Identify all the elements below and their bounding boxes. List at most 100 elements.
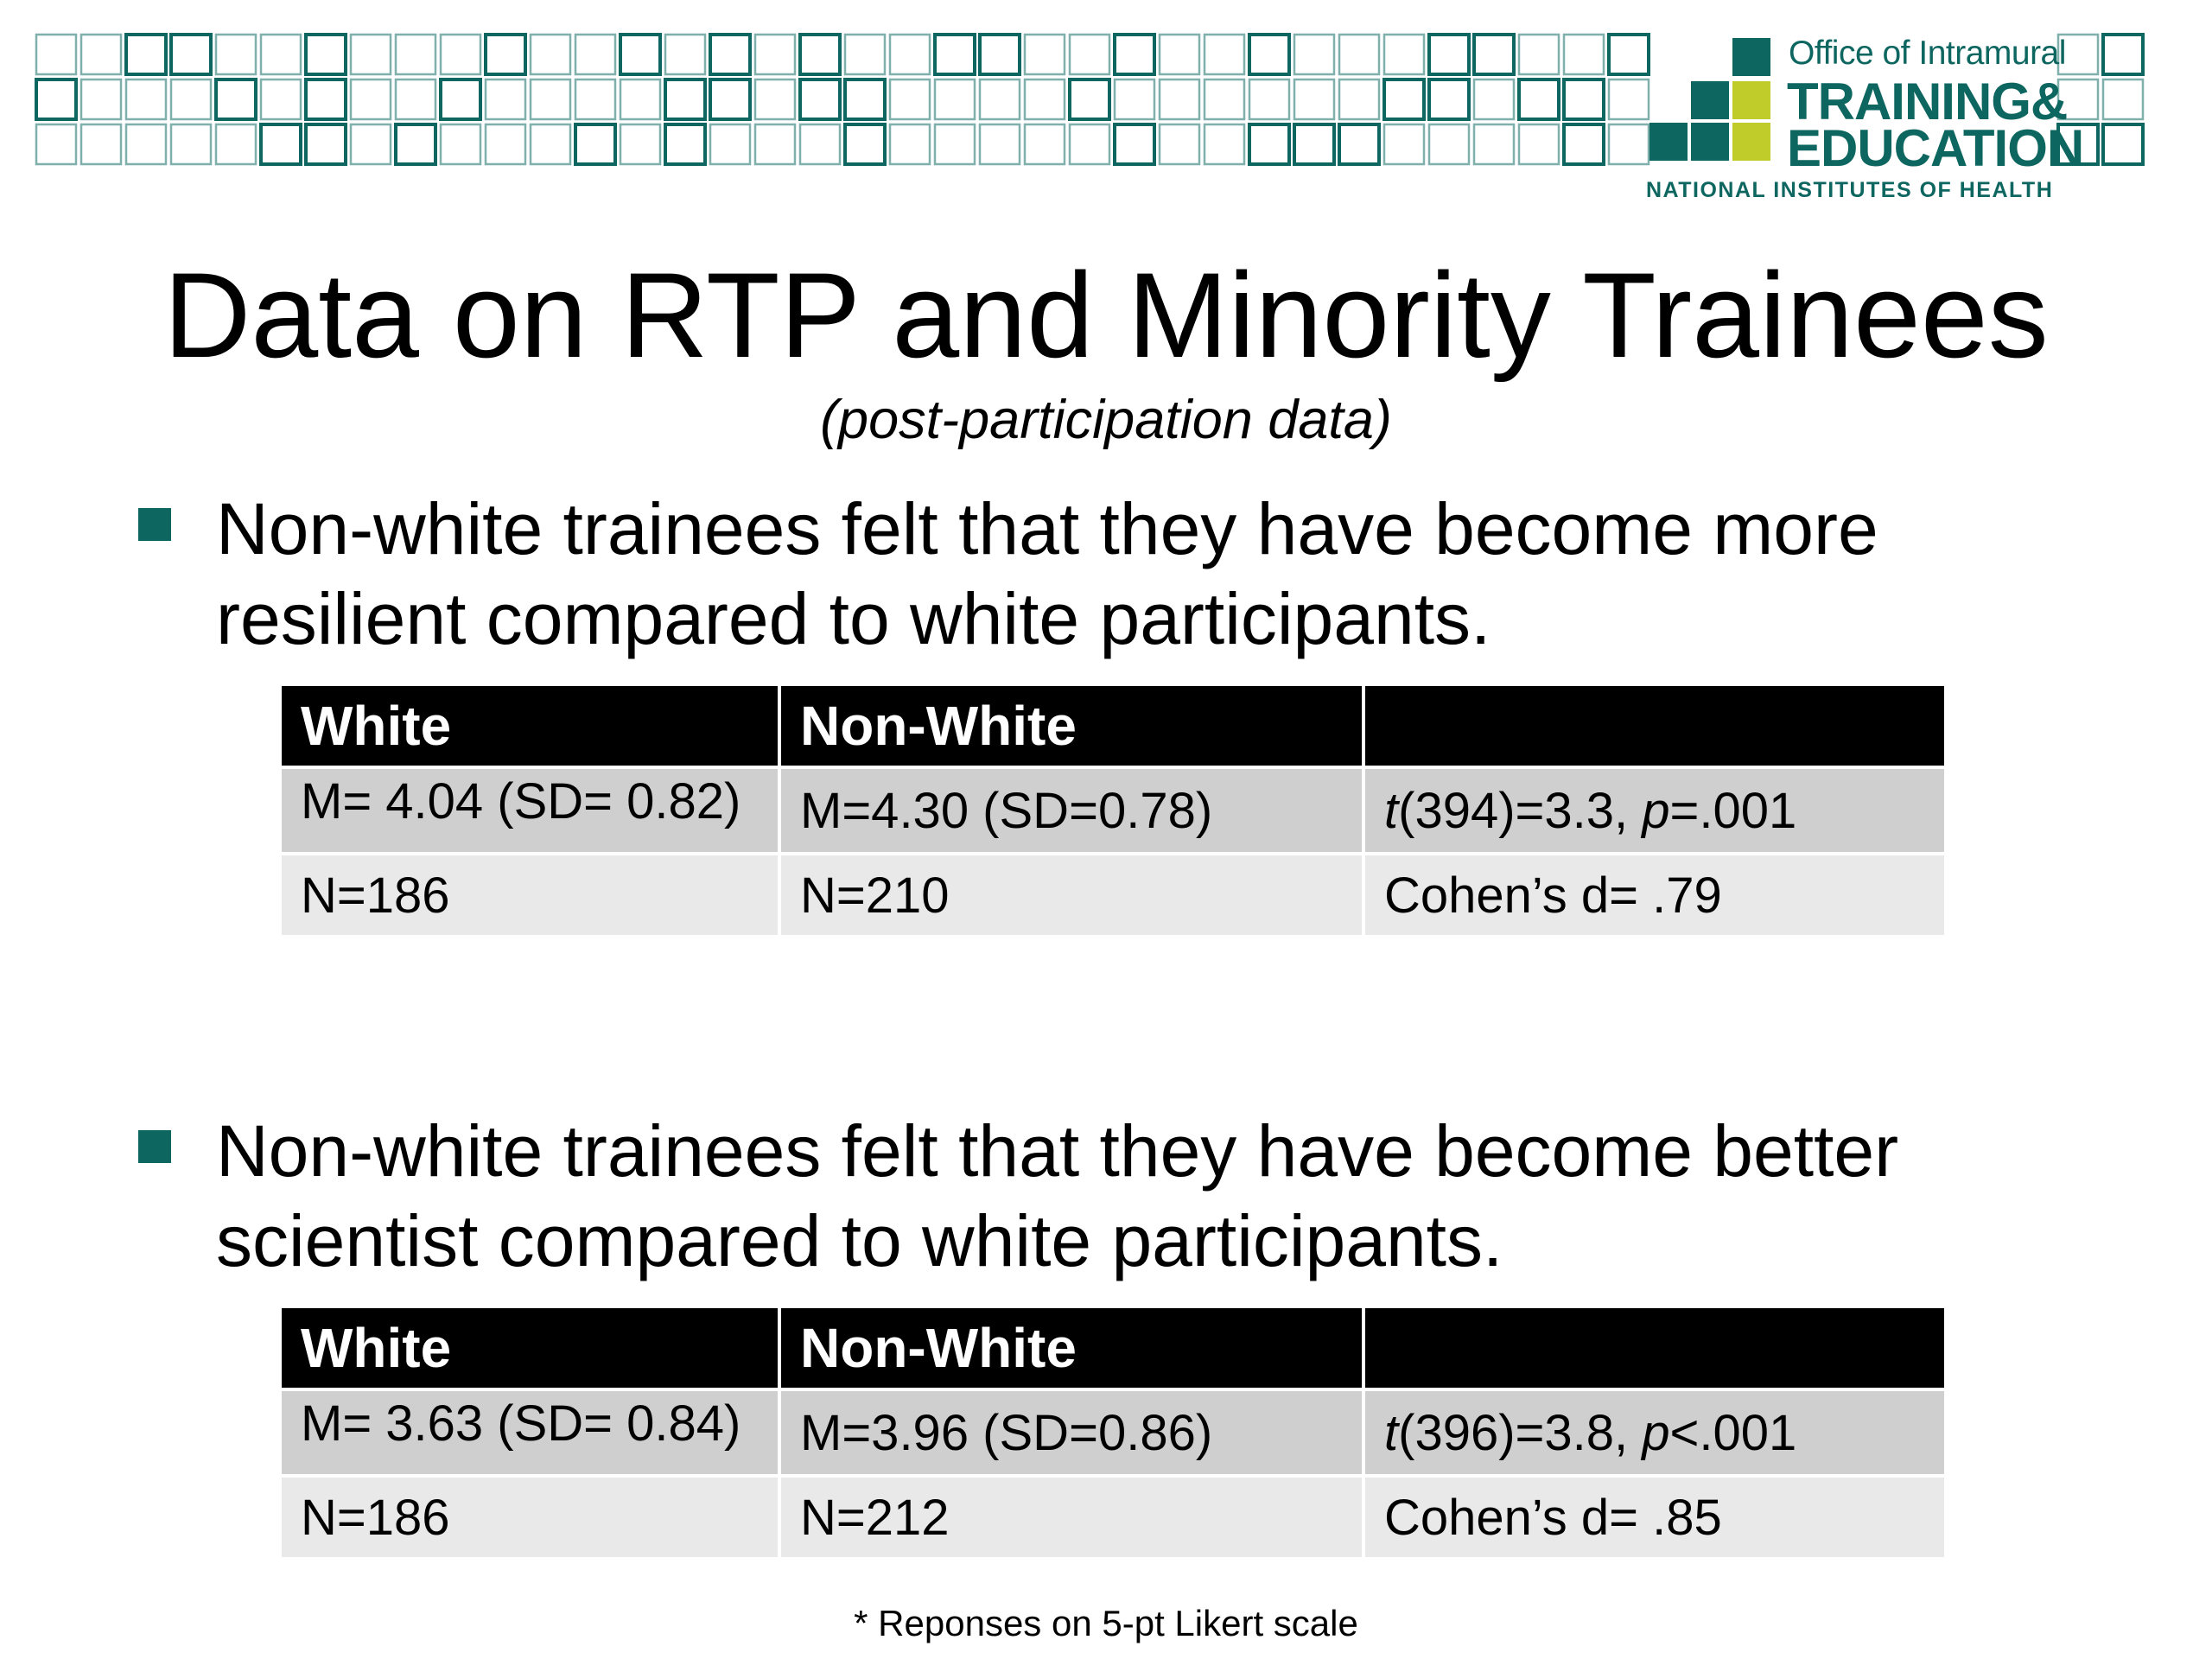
header-grid-square (35, 33, 78, 76)
header-grid-square (349, 123, 392, 166)
header-grid-square (753, 33, 797, 76)
footnote: * Reponses on 5-pt Likert scale (854, 1603, 1358, 1643)
header-grid-square (574, 123, 617, 166)
header-grid-square (35, 78, 78, 121)
bullet-square-icon (138, 508, 171, 541)
white-n-cell: N=186 (282, 1478, 778, 1557)
header-grid-square (978, 33, 1021, 76)
header-grid-square (709, 78, 752, 121)
header-grid-square (1607, 123, 1650, 166)
header-grid-square (1562, 33, 1605, 76)
header-white: White (282, 686, 778, 766)
header-grid-square (169, 78, 213, 121)
header-grid-square (1472, 123, 1516, 166)
header-grid-square (169, 33, 213, 76)
header-grid-square (574, 33, 617, 76)
header-grid-square (888, 33, 931, 76)
header-grid-square (124, 78, 168, 121)
logo-education-text: EDUCATION (1787, 119, 2084, 177)
header-grid-square (1023, 78, 1066, 121)
logo-nih-text: NATIONAL INSTITUTES OF HEALTH (1646, 178, 2054, 202)
header-grid-square (1158, 123, 1201, 166)
header-grid-square (1113, 78, 1156, 121)
header-grid-square (349, 33, 392, 76)
header-grid-square (664, 78, 707, 121)
header-grid-square (1293, 123, 1336, 166)
header-grid-square (214, 123, 257, 166)
header-grid-square (169, 123, 213, 166)
header-grid-square (798, 123, 842, 166)
header-grid-square (79, 33, 123, 76)
white-n-cell: N=186 (282, 855, 778, 935)
header-grid-square (1517, 33, 1560, 76)
header-grid-square (1562, 123, 1605, 166)
header-grid-square (1068, 33, 1111, 76)
header-stat (1365, 686, 1944, 766)
header-grid-square (1517, 78, 1560, 121)
header-grid-square (2101, 33, 2145, 76)
header-grid-square (1248, 78, 1291, 121)
header-grid-square (1068, 78, 1111, 121)
bullet-better-scientist: Non-white trainees felt that they have b… (130, 1106, 2117, 1287)
header-grid-square (1203, 123, 1246, 166)
header-grid-square (933, 123, 976, 166)
header-grid-square (1023, 33, 1066, 76)
nonwhite-n-cell: N=210 (781, 855, 1362, 935)
header-grid-square (259, 33, 302, 76)
header-grid-square (1338, 78, 1381, 121)
header-grid-square (753, 78, 797, 121)
header-grid-square (933, 78, 976, 121)
bullet-text-line: resilient compared to white participants… (216, 578, 1491, 659)
header-grid-square (439, 123, 482, 166)
header-grid-square (439, 33, 482, 76)
t-test-cell: t(396)=3.8, p<.001 (1365, 1391, 1944, 1474)
header-grid-square (2101, 123, 2145, 166)
header-grid-square (124, 123, 168, 166)
header-grid-square (1248, 33, 1291, 76)
header-grid-square (35, 123, 78, 166)
header-grid-square (798, 78, 842, 121)
header-grid-square (79, 123, 123, 166)
header-grid-square (843, 78, 887, 121)
header-grid-square (1203, 78, 1246, 121)
header-grid-square (1382, 78, 1426, 121)
bullet-square-icon (138, 1130, 171, 1163)
nonwhite-mean-cell: M=4.30 (SD=0.78) (781, 769, 1362, 852)
header-grid-square (2056, 33, 2100, 76)
header-grid-square (1113, 33, 1156, 76)
header-grid-square (933, 33, 976, 76)
header-grid-square (664, 123, 707, 166)
header-grid-pattern (35, 33, 2145, 166)
header-grid-square (574, 78, 617, 121)
nonwhite-mean-cell: M=3.96 (SD=0.86) (781, 1391, 1362, 1474)
header-grid-square (1427, 33, 1471, 76)
resilience-stats-table: White Non-White M= 4.04 (SD= 0.82) M=4.3… (278, 683, 1948, 938)
header-grid-square (843, 33, 887, 76)
white-mean-cell: M= 4.04 (SD= 0.82) (282, 769, 778, 852)
header-white: White (282, 1308, 778, 1388)
header-grid-square (439, 78, 482, 121)
header-grid-square (484, 33, 527, 76)
header-grid-square (1607, 78, 1650, 121)
header-grid-square (1023, 123, 1066, 166)
header-stat (1365, 1308, 1944, 1388)
header-grid-square (1203, 33, 1246, 76)
header-grid-square (394, 33, 437, 76)
header-grid-square (259, 78, 302, 121)
header-grid-square (888, 78, 931, 121)
header-grid-square (1248, 123, 1291, 166)
oite-logo: Office of Intramural TRAINING& EDUCATION… (1646, 33, 2084, 210)
white-mean-cell: M= 3.63 (SD= 0.84) (282, 1391, 778, 1474)
header-grid-square (214, 78, 257, 121)
header-grid-square (2056, 78, 2100, 121)
header-grid-square (529, 33, 572, 76)
header-grid-square (2101, 78, 2145, 121)
header-grid-square (1293, 78, 1336, 121)
header-grid-square (978, 78, 1021, 121)
header-grid-square (664, 33, 707, 76)
header-grid-square (124, 33, 168, 76)
header-grid-square (1382, 33, 1426, 76)
header-grid-square (619, 123, 662, 166)
header-grid-square (2056, 123, 2100, 166)
header-non-white: Non-White (781, 1308, 1362, 1388)
